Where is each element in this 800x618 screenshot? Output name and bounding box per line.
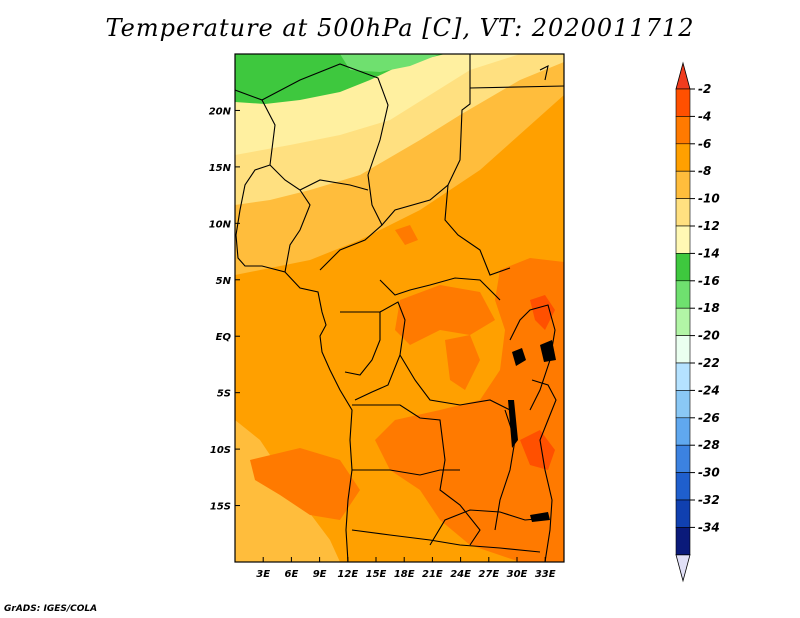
colorbar-swatch [675,198,691,227]
lon-tick-label: 21E [422,569,443,580]
colorbar-label: -8 [698,164,711,178]
lon-tick-label: 18E [394,569,415,580]
lon-tick-label: 12E [337,569,358,580]
field-band-hot-east [375,258,564,562]
field-band-hot-patch [445,335,480,390]
colorbar-label: -16 [698,274,720,288]
colorbar-top-arrow [675,61,691,90]
field-band-hottest-2 [520,430,555,470]
lat-tick-label: EQ [216,332,232,343]
lat-tick-label: 15S [210,502,231,513]
colorbar-label: -34 [698,520,720,534]
colorbar-swatch [675,390,691,419]
lat-tick-label: 20N [209,106,232,117]
colorbar-label: -12 [698,219,720,233]
colorbar-label: -4 [698,109,711,123]
colorbar-label: -6 [698,137,711,151]
field-band-hottest-1 [530,295,555,330]
colorbar-label: -20 [698,329,720,343]
field-band-hot-central [395,285,495,345]
colorbar-label: -10 [698,192,720,206]
lon-tick-label: 9E [313,569,327,580]
colorbar: -2 -4 -6 -8 -10 -12 -14 -16 -18 -20 -22 -24 -26 -28 -3… [675,61,720,583]
colorbar-bottom-arrow [675,554,691,583]
map-title: Temperature at 500hPa [C], VT: 202001171… [105,14,695,42]
lon-tick-label: 15E [366,569,387,580]
colorbar-swatch [675,88,691,117]
lon-tick-label: 6E [285,569,299,580]
colorbar-label: -22 [698,356,720,370]
colorbar-swatch [675,253,691,282]
field-band-hot-southwest [250,448,360,520]
map-frame [234,53,565,563]
colorbar-swatch [675,116,691,145]
lon-tick-label: 24E [450,569,471,580]
colorbar-swatch [675,499,691,528]
colorbar-swatch [675,225,691,254]
lon-tick-label: 27E [478,569,499,580]
colorbar-label: -2 [698,82,711,96]
lat-tick-label: 15N [209,163,232,174]
colorbar-label: -24 [698,383,720,397]
colorbar-swatch [675,170,691,199]
colorbar-label: -14 [698,246,720,260]
latitude-axis: 20N 15N 10N 5N EQ 5S 10S 15S [209,106,240,513]
field-band-hot-speck [395,225,418,245]
colorbar-swatch [675,143,691,172]
colorbar-label: -18 [698,301,720,315]
colorbar-swatch [675,335,691,364]
colorbar-swatch [675,527,691,556]
colorbar-label: -32 [698,493,720,507]
lakes [508,340,556,522]
temperature-field [235,54,564,562]
colorbar-label: -30 [698,466,720,480]
colorbar-swatch [675,472,691,501]
colorbar-label: -26 [698,411,720,425]
colorbar-swatch [675,362,691,391]
lon-tick-label: 33E [535,569,556,580]
colorbar-swatch [675,307,691,336]
colorbar-swatch [675,444,691,473]
colorbar-swatch [675,417,691,446]
longitude-axis: 3E 6E 9E 12E 15E 18E 21E 24E 27E 30E 33E [256,557,556,580]
lat-tick-label: 10N [209,219,232,230]
lon-tick-label: 30E [507,569,528,580]
country-borders [235,54,564,562]
lon-tick-label: 3E [256,569,270,580]
colorbar-label: -28 [698,438,720,452]
grads-credit: GrADS: IGES/COLA [4,604,98,614]
lat-tick-label: 5N [216,276,232,287]
lat-tick-label: 10S [210,445,231,456]
colorbar-swatch [675,280,691,309]
lat-tick-label: 5S [217,389,231,400]
field-band-cold-light [340,54,440,72]
